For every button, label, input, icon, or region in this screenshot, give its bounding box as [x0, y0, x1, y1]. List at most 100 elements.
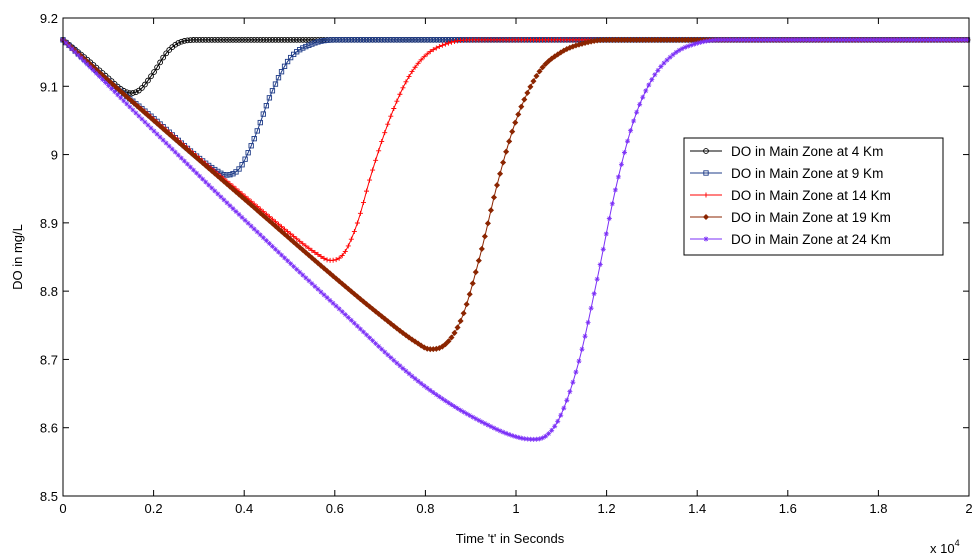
data-point [564, 397, 570, 403]
data-point [646, 82, 652, 88]
data-point [318, 38, 324, 44]
data-point [713, 37, 719, 43]
data-point [831, 37, 837, 43]
data-point [673, 49, 679, 55]
data-point [393, 325, 400, 332]
data-point [227, 172, 233, 178]
data-point [549, 427, 555, 433]
data-point [540, 435, 546, 441]
data-point [151, 69, 157, 75]
data-point [403, 37, 409, 43]
data-point [121, 98, 127, 104]
data-point [451, 329, 458, 336]
data-point [615, 174, 621, 180]
data-point [940, 37, 946, 43]
data-point [955, 37, 961, 43]
data-point [448, 334, 455, 341]
data-point [175, 40, 182, 46]
data-point [424, 51, 430, 57]
data-point [217, 37, 224, 43]
data-point [336, 255, 342, 261]
data-point [931, 37, 937, 43]
data-point [193, 37, 200, 43]
data-point [63, 40, 69, 46]
data-point [132, 89, 139, 96]
data-point [400, 37, 406, 43]
data-point [606, 216, 612, 222]
data-point [239, 194, 246, 201]
data-point [913, 37, 919, 43]
data-point [406, 37, 412, 43]
data-point [485, 422, 491, 428]
data-point [123, 93, 130, 100]
data-point [272, 81, 279, 87]
data-point [679, 46, 685, 52]
data-point [284, 233, 291, 240]
data-point [585, 319, 591, 325]
data-point [318, 253, 324, 259]
data-point [138, 107, 145, 114]
data-point [433, 45, 439, 51]
data-point [752, 37, 758, 43]
data-point [864, 37, 870, 43]
data-point [321, 37, 327, 44]
data-point [287, 54, 294, 61]
data-point [324, 257, 330, 263]
data-point [242, 217, 248, 223]
data-point [527, 83, 534, 90]
data-point [306, 42, 312, 48]
data-point [302, 37, 309, 43]
data-point [309, 281, 315, 287]
data-point [345, 314, 351, 320]
data-point [269, 220, 276, 227]
series-markers-5 [60, 37, 970, 442]
data-point [503, 148, 510, 155]
data-point [631, 118, 637, 124]
data-point [315, 286, 321, 292]
legend-entry-3: DO in Main Zone at 14 Km [690, 188, 891, 203]
data-point [309, 247, 315, 253]
data-point [300, 272, 306, 278]
data-point [527, 436, 533, 442]
data-point [381, 315, 388, 322]
data-point [90, 67, 96, 73]
data-point [682, 44, 688, 50]
y-tick-label: 8.7 [40, 352, 58, 367]
data-point [688, 42, 694, 48]
data-point [66, 43, 72, 49]
data-point [506, 138, 513, 145]
data-point [345, 243, 351, 249]
data-point [418, 37, 424, 43]
data-point [382, 130, 388, 136]
data-point [364, 332, 370, 338]
data-point [297, 47, 303, 53]
data-point [667, 54, 673, 60]
data-point [379, 139, 385, 145]
data-point [278, 69, 285, 75]
data-point [360, 199, 366, 205]
data-point [879, 37, 885, 43]
data-point [187, 37, 194, 43]
data-point [384, 318, 391, 325]
data-point [442, 41, 448, 47]
data-point [288, 261, 294, 267]
data-point [852, 37, 858, 43]
data-point [740, 37, 746, 43]
data-point [409, 69, 415, 75]
data-point [248, 37, 255, 43]
data-point [840, 37, 846, 43]
data-point [460, 310, 467, 317]
data-point [430, 37, 436, 43]
data-point [843, 37, 849, 43]
data-point [257, 232, 263, 238]
data-point [716, 37, 722, 43]
legend-entry-2: DO in Main Zone at 9 Km [690, 166, 883, 181]
data-point [481, 233, 488, 240]
data-point [612, 187, 618, 193]
legend-entry-1: DO in Main Zone at 4 Km [690, 144, 883, 159]
data-point [193, 154, 200, 161]
data-point [379, 346, 385, 352]
data-point [427, 387, 433, 393]
data-point [96, 73, 102, 79]
data-point [108, 80, 115, 87]
